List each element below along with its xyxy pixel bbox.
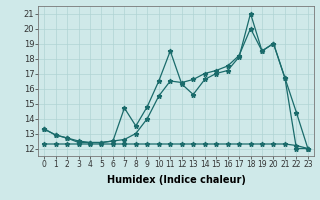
X-axis label: Humidex (Indice chaleur): Humidex (Indice chaleur)	[107, 175, 245, 185]
